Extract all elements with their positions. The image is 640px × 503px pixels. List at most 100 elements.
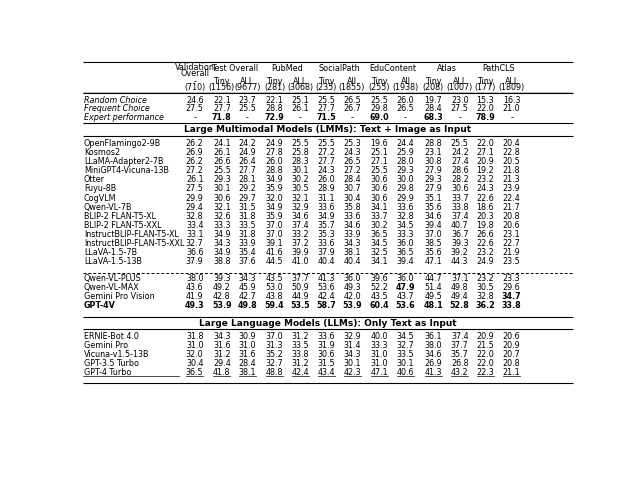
- Text: 39.3: 39.3: [451, 239, 468, 248]
- Text: 71.5: 71.5: [317, 113, 336, 122]
- Text: Frequent Choice: Frequent Choice: [84, 104, 150, 113]
- Text: 24.9: 24.9: [239, 148, 256, 157]
- Text: 26.7: 26.7: [343, 104, 361, 113]
- Text: 19.2: 19.2: [476, 166, 494, 175]
- Text: 34.9: 34.9: [213, 248, 230, 257]
- Text: CogVLM: CogVLM: [84, 194, 116, 203]
- Text: 35.9: 35.9: [266, 212, 284, 221]
- Text: All: All: [347, 76, 357, 86]
- Text: -: -: [193, 113, 196, 122]
- Text: 21.3: 21.3: [503, 176, 520, 185]
- Text: 33.4: 33.4: [186, 221, 204, 230]
- Text: 27.2: 27.2: [317, 148, 335, 157]
- Text: 37.4: 37.4: [451, 332, 468, 341]
- Text: 39.9: 39.9: [291, 248, 309, 257]
- Text: 58.7: 58.7: [317, 301, 337, 310]
- Text: 27.4: 27.4: [451, 157, 468, 166]
- Text: 30.2: 30.2: [371, 221, 388, 230]
- Text: 25.5: 25.5: [317, 96, 335, 105]
- Text: 40.0: 40.0: [371, 332, 388, 341]
- Text: 31.5: 31.5: [239, 203, 256, 212]
- Text: 30.4: 30.4: [343, 194, 361, 203]
- Text: OpenFlamingo2-9B: OpenFlamingo2-9B: [84, 139, 161, 148]
- Text: 33.6: 33.6: [317, 203, 335, 212]
- Text: GPT-4 Turbo: GPT-4 Turbo: [84, 368, 131, 377]
- Text: 23.2: 23.2: [476, 176, 494, 185]
- Text: 34.6: 34.6: [425, 350, 442, 359]
- Text: -: -: [404, 113, 407, 122]
- Text: (1855): (1855): [339, 83, 365, 92]
- Text: 20.5: 20.5: [503, 157, 520, 166]
- Text: 33.1: 33.1: [186, 230, 204, 239]
- Text: 36.5: 36.5: [186, 368, 204, 377]
- Text: 41.0: 41.0: [291, 257, 309, 266]
- Text: 34.6: 34.6: [425, 212, 442, 221]
- Text: 21.1: 21.1: [503, 368, 520, 377]
- Text: 25.5: 25.5: [370, 96, 388, 105]
- Text: 27.9: 27.9: [424, 185, 442, 194]
- Text: 49.8: 49.8: [237, 301, 257, 310]
- Text: 35.4: 35.4: [239, 248, 256, 257]
- Text: 37.7: 37.7: [451, 341, 468, 350]
- Text: 32.7: 32.7: [186, 239, 204, 248]
- Text: 26.6: 26.6: [213, 157, 230, 166]
- Text: 41.3: 41.3: [425, 368, 442, 377]
- Text: 49.4: 49.4: [451, 292, 468, 301]
- Text: 22.3: 22.3: [476, 368, 494, 377]
- Text: 39.4: 39.4: [397, 257, 414, 266]
- Text: 23.2: 23.2: [476, 274, 494, 283]
- Text: 24.3: 24.3: [343, 148, 361, 157]
- Text: 19.8: 19.8: [477, 221, 494, 230]
- Text: 31.6: 31.6: [239, 350, 256, 359]
- Text: 40.6: 40.6: [397, 368, 414, 377]
- Text: 24.9: 24.9: [476, 257, 494, 266]
- Text: Qwen-VL-7B: Qwen-VL-7B: [84, 203, 132, 212]
- Text: 27.5: 27.5: [186, 185, 204, 194]
- Text: 26.8: 26.8: [451, 359, 468, 368]
- Text: (1156): (1156): [209, 83, 235, 92]
- Text: LLaVA-1.5-7B: LLaVA-1.5-7B: [84, 248, 137, 257]
- Text: 32.9: 32.9: [291, 203, 309, 212]
- Text: 28.2: 28.2: [451, 176, 468, 185]
- Text: ERNIE-Bot 4.0: ERNIE-Bot 4.0: [84, 332, 139, 341]
- Text: 37.0: 37.0: [266, 230, 284, 239]
- Text: -: -: [246, 113, 249, 122]
- Text: 43.5: 43.5: [371, 292, 388, 301]
- Text: 22.0: 22.0: [476, 359, 494, 368]
- Text: Kosmos2: Kosmos2: [84, 148, 120, 157]
- Text: 24.4: 24.4: [397, 139, 414, 148]
- Text: Random Choice: Random Choice: [84, 96, 147, 105]
- Text: 37.6: 37.6: [239, 257, 256, 266]
- Text: 26.5: 26.5: [343, 157, 361, 166]
- Text: 23.5: 23.5: [503, 257, 520, 266]
- Text: 31.4: 31.4: [343, 341, 361, 350]
- Text: 39.1: 39.1: [266, 239, 284, 248]
- Text: 22.4: 22.4: [503, 194, 520, 203]
- Text: 26.1: 26.1: [291, 104, 309, 113]
- Text: 32.8: 32.8: [397, 212, 414, 221]
- Text: Large Multimodal Models (LMMs): Text + Image as Input: Large Multimodal Models (LMMs): Text + I…: [184, 125, 472, 134]
- Text: 26.9: 26.9: [424, 359, 442, 368]
- Text: 42.4: 42.4: [291, 368, 309, 377]
- Text: 26.2: 26.2: [186, 157, 204, 166]
- Text: 20.9: 20.9: [503, 341, 520, 350]
- Text: 51.4: 51.4: [424, 283, 442, 292]
- Text: 44.5: 44.5: [266, 257, 284, 266]
- Text: MiniGPT4-Vicuna-13B: MiniGPT4-Vicuna-13B: [84, 166, 169, 175]
- Text: (255): (255): [369, 83, 390, 92]
- Text: 25.5: 25.5: [370, 166, 388, 175]
- Text: 28.3: 28.3: [291, 157, 309, 166]
- Text: 30.6: 30.6: [371, 194, 388, 203]
- Text: 32.0: 32.0: [186, 350, 204, 359]
- Text: (1007): (1007): [447, 83, 473, 92]
- Text: 27.7: 27.7: [239, 166, 257, 175]
- Text: (710): (710): [184, 83, 205, 92]
- Text: SocialPath: SocialPath: [319, 63, 360, 72]
- Text: 29.8: 29.8: [371, 104, 388, 113]
- Text: 34.5: 34.5: [371, 239, 388, 248]
- Text: 25.1: 25.1: [371, 148, 388, 157]
- Text: 68.3: 68.3: [424, 113, 444, 122]
- Text: 35.7: 35.7: [451, 350, 468, 359]
- Text: 26.1: 26.1: [186, 176, 204, 185]
- Text: 21.8: 21.8: [503, 166, 520, 175]
